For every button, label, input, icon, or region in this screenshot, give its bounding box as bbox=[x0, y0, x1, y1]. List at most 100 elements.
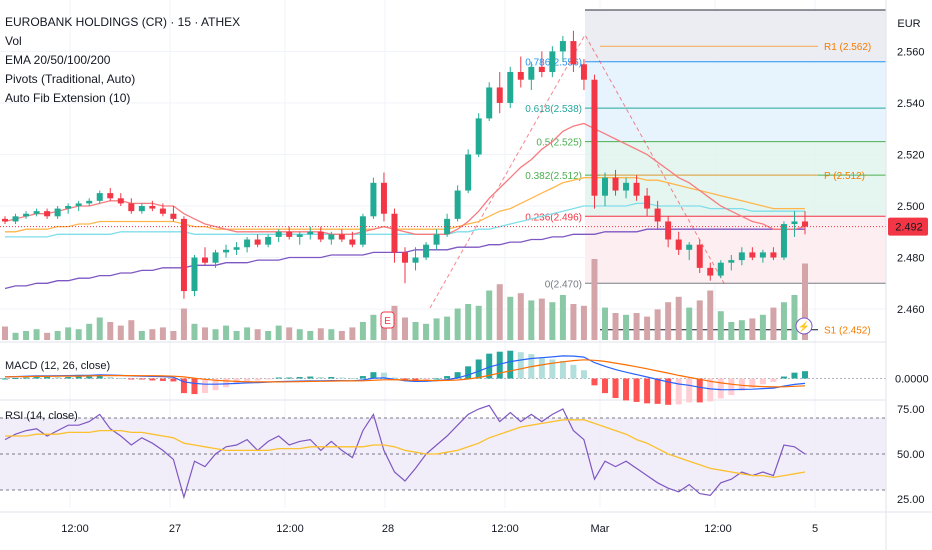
indicator-fib[interactable]: Auto Fib Extension (10) bbox=[5, 91, 131, 105]
candle-75 bbox=[791, 211, 798, 237]
indicator-ema[interactable]: EMA 20/50/100/200 bbox=[5, 53, 111, 67]
fib-zone-2 bbox=[585, 141, 892, 176]
price-tick-1: 2.540 bbox=[897, 98, 925, 110]
volume-bar-67 bbox=[707, 290, 714, 340]
candle-body-27 bbox=[286, 231, 293, 237]
macd-hist-55 bbox=[580, 370, 587, 379]
candle-69 bbox=[728, 254, 735, 271]
fib-label-2: 0.5(2.525) bbox=[536, 138, 582, 149]
candle-body-53 bbox=[559, 41, 566, 52]
volume-bar-61 bbox=[644, 316, 651, 340]
macd-hist-32 bbox=[338, 377, 345, 379]
candle-28 bbox=[296, 231, 303, 245]
volume-bar-60 bbox=[633, 313, 640, 340]
volume-bar-18 bbox=[191, 323, 198, 340]
candle-body-13 bbox=[138, 206, 145, 212]
candle-body-12 bbox=[128, 203, 135, 212]
macd-hist-15 bbox=[159, 378, 166, 381]
macd-hist-1 bbox=[12, 378, 19, 380]
candle-body-72 bbox=[759, 252, 766, 258]
candle-48 bbox=[507, 66, 514, 109]
candle-body-40 bbox=[423, 244, 430, 258]
symbol-title[interactable]: EUROBANK HOLDINGS (CR) · 15 · ATHEX bbox=[5, 15, 241, 29]
candle-body-24 bbox=[254, 239, 261, 245]
macd-hist-26 bbox=[275, 377, 282, 379]
volume-bar-5 bbox=[54, 331, 61, 340]
main-legend: EUROBANK HOLDINGS (CR) · 15 · ATHEX Vol … bbox=[5, 13, 240, 108]
candle-body-67 bbox=[707, 267, 714, 276]
time-tick-7: 5 bbox=[812, 523, 818, 535]
candle-1 bbox=[12, 213, 19, 225]
candle-body-59 bbox=[623, 182, 630, 191]
candle-body-64 bbox=[675, 239, 682, 250]
candle-59 bbox=[623, 177, 630, 199]
volume-bar-10 bbox=[107, 322, 114, 340]
price-axis-bg bbox=[886, 0, 932, 550]
candle-16 bbox=[170, 206, 177, 222]
candle-7 bbox=[75, 200, 82, 212]
candle-63 bbox=[665, 216, 672, 248]
candle-39 bbox=[412, 247, 419, 271]
indicator-pivots[interactable]: Pivots (Traditional, Auto) bbox=[5, 72, 136, 86]
rsi-legend[interactable]: RSI (14, close) bbox=[5, 410, 78, 422]
macd-hist-6 bbox=[65, 377, 72, 379]
fib-zone-0 bbox=[585, 61, 892, 109]
macd-hist-19 bbox=[202, 378, 208, 394]
candle-76 bbox=[802, 211, 808, 235]
candle-body-68 bbox=[717, 262, 724, 276]
candle-70 bbox=[738, 247, 745, 266]
macd-hist-52 bbox=[549, 359, 556, 379]
macd-hist-74 bbox=[780, 376, 787, 379]
rsi-ma-line bbox=[5, 419, 806, 479]
time-tick-1: 27 bbox=[169, 523, 181, 535]
volume-bar-62 bbox=[654, 309, 661, 340]
volume-bar-11 bbox=[117, 325, 124, 340]
candle-body-6 bbox=[65, 206, 72, 209]
macd-hist-33 bbox=[349, 378, 356, 380]
macd-legend[interactable]: MACD (12, 26, close) bbox=[5, 360, 111, 372]
candle-body-9 bbox=[96, 193, 103, 201]
macd-hist-68 bbox=[717, 378, 724, 399]
candle-47 bbox=[496, 72, 503, 114]
macd-hist-73 bbox=[770, 378, 777, 382]
volume-bar-19 bbox=[202, 327, 208, 340]
pivot-label-1: P (2.512) bbox=[824, 171, 865, 182]
volume-bar-21 bbox=[223, 325, 230, 340]
volume-bar-30 bbox=[317, 328, 324, 340]
fib-label-5: 0(2.470) bbox=[545, 279, 582, 290]
volume-bar-28 bbox=[296, 329, 303, 340]
candle-body-55 bbox=[580, 64, 587, 80]
candle-11 bbox=[117, 193, 124, 206]
volume-bar-59 bbox=[623, 314, 630, 340]
volume-bar-49 bbox=[517, 293, 524, 340]
candle-49 bbox=[517, 56, 524, 88]
volume-bar-6 bbox=[65, 327, 72, 340]
volume-bar-48 bbox=[507, 296, 514, 340]
volume-bar-43 bbox=[454, 308, 461, 340]
macd-hist-48 bbox=[507, 350, 514, 379]
price-tick-0: 2.560 bbox=[897, 46, 925, 58]
macd-hist-31 bbox=[328, 377, 335, 379]
macd-hist-35 bbox=[370, 372, 377, 379]
price-tick-2: 2.520 bbox=[897, 149, 925, 161]
volume-bar-23 bbox=[244, 327, 251, 340]
candle-body-19 bbox=[202, 257, 208, 263]
candle-body-75 bbox=[791, 221, 798, 225]
candle-37 bbox=[391, 208, 398, 263]
candle-40 bbox=[423, 242, 430, 261]
macd-hist-65 bbox=[686, 378, 693, 403]
macd-hist-47 bbox=[496, 351, 503, 379]
candle-3 bbox=[33, 208, 40, 217]
candle-44 bbox=[465, 149, 472, 194]
macd-hist-37 bbox=[391, 377, 398, 379]
candle-46 bbox=[486, 82, 493, 121]
candle-body-41 bbox=[433, 234, 440, 245]
indicator-vol[interactable]: Vol bbox=[5, 34, 22, 48]
candle-64 bbox=[675, 231, 682, 255]
candle-body-18 bbox=[191, 257, 198, 292]
volume-bar-27 bbox=[286, 327, 293, 340]
macd-hist-29 bbox=[307, 376, 314, 379]
volume-bar-58 bbox=[612, 313, 619, 340]
